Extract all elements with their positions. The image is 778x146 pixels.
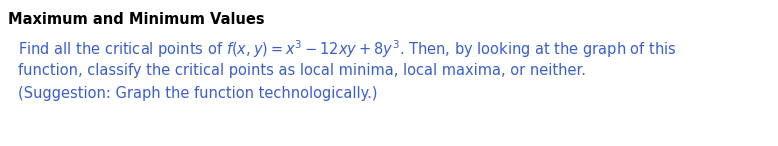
Text: Find all the critical points of $f(x, y) = x^3 - 12xy + 8y^3$. Then, by looking : Find all the critical points of $f(x, y)… [18, 38, 677, 60]
Text: (Suggestion: Graph the function technologically.): (Suggestion: Graph the function technolo… [18, 86, 377, 101]
Text: Maximum and Minimum Values: Maximum and Minimum Values [8, 12, 265, 27]
Text: function, classify the critical points as local minima, local maxima, or neither: function, classify the critical points a… [18, 63, 586, 78]
